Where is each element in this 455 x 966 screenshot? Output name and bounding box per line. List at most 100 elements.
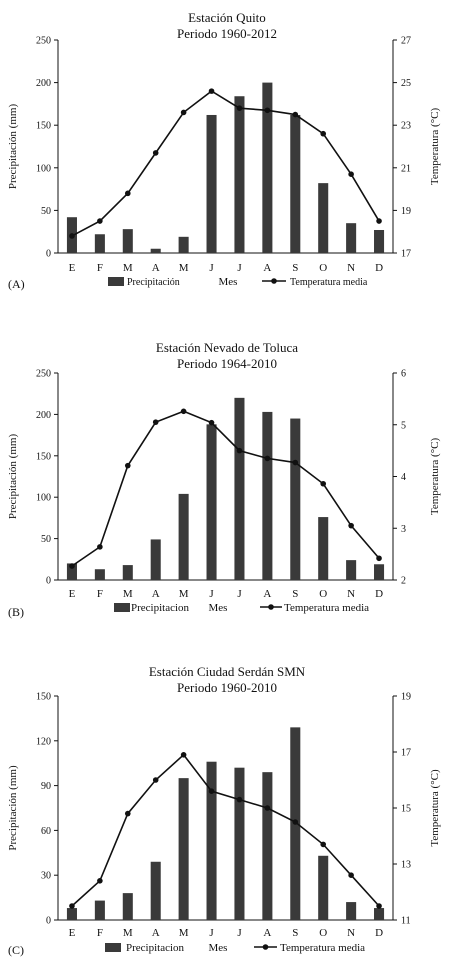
temperature-point — [69, 563, 75, 569]
temperature-point — [292, 819, 299, 825]
precip-bar — [178, 493, 189, 580]
x-axis-label: Mes — [209, 942, 228, 954]
month-label: M — [123, 262, 133, 274]
chart-panel-c: Estación Ciudad Serdán SMN Periodo 1960-… — [0, 630, 455, 966]
month-label: M — [179, 588, 189, 600]
temperature-point — [97, 878, 103, 884]
precip-bar — [94, 569, 105, 580]
legend-line-marker — [271, 278, 277, 284]
y-axis-label-right: Temperatura (°C) — [429, 438, 441, 516]
month-label: A — [152, 588, 160, 600]
temperature-line — [71, 410, 380, 567]
left-tick-label: 250 — [36, 369, 51, 380]
precip-bar — [374, 908, 385, 920]
month-label: F — [97, 262, 103, 274]
temperature-point — [180, 408, 187, 415]
left-tick-label: 0 — [46, 576, 51, 587]
plot-area: 0 50 100 150 200 250 2 3 4 5 6 E F M A M J J A S O N D Precipit… — [7, 369, 441, 620]
right-tick-label: 21 — [401, 163, 411, 174]
temperature-point — [264, 455, 271, 462]
left-tick-label: 150 — [36, 451, 51, 462]
temperature-point — [348, 171, 354, 177]
temperature-point — [152, 419, 159, 425]
precip-bar — [178, 236, 189, 253]
left-tick-label: 90 — [41, 781, 51, 792]
left-tick-label: 0 — [46, 249, 51, 260]
temperature-point — [208, 88, 215, 94]
precip-bar — [234, 767, 245, 920]
precip-bar — [206, 424, 217, 580]
chart-a-svg: Estación Quito Periodo 1960-2012 0 50 100 1… — [7, 10, 441, 292]
precip-bar — [346, 223, 357, 253]
month-label: O — [319, 588, 327, 600]
temperature-point — [236, 796, 243, 803]
temperature-point — [292, 111, 299, 118]
precip-bar — [206, 761, 217, 920]
left-tick-label: 100 — [36, 493, 51, 504]
precip-bar — [66, 908, 77, 920]
left-tick-label: 150 — [36, 692, 51, 703]
month-label: F — [97, 927, 103, 939]
month-label: S — [292, 588, 298, 600]
temperature-point — [180, 109, 187, 116]
precip-bar — [318, 855, 329, 920]
precip-bar — [122, 565, 133, 580]
temperature-point — [124, 462, 131, 469]
month-label: J — [209, 927, 214, 939]
precip-bar — [290, 114, 301, 253]
legend-line-label: Temperatura media — [290, 277, 368, 288]
temperature-line — [71, 753, 380, 907]
temperature-point — [152, 150, 159, 156]
month-label: A — [152, 262, 160, 274]
precip-bar — [262, 772, 273, 920]
right-tick-label: 23 — [401, 121, 411, 132]
legend-bar-label: Precipitación — [127, 277, 180, 288]
x-axis-label: Mes — [209, 602, 228, 614]
precip-bar — [290, 418, 301, 580]
left-tick-label: 0 — [46, 916, 51, 927]
temperature-point — [124, 810, 131, 817]
right-tick-label: 15 — [401, 804, 411, 815]
temperature-point — [292, 459, 299, 466]
temperature-point — [348, 872, 354, 878]
chart-c-svg: Estación Ciudad Serdán SMN Periodo 1960-… — [7, 664, 441, 957]
month-label: E — [69, 588, 76, 600]
precip-bar — [262, 82, 273, 253]
y-axis-label-left: Precipitación (mm) — [7, 765, 19, 851]
month-label: A — [152, 927, 160, 939]
precip-bar — [318, 183, 329, 253]
right-tick-label: 6 — [401, 369, 406, 380]
temperature-line — [71, 90, 380, 237]
month-label: S — [292, 262, 298, 274]
y-axis-label-right: Temperatura (°C) — [429, 108, 441, 186]
precip-bar — [262, 411, 273, 580]
left-tick-label: 100 — [36, 163, 51, 174]
legend-line-marker — [262, 944, 269, 950]
month-label: D — [375, 262, 383, 274]
temperature-point — [320, 130, 327, 137]
temperature-point — [69, 903, 75, 909]
month-label: E — [69, 262, 76, 274]
panel-label: (B) — [8, 605, 24, 619]
plot-area: 0 50 100 150 200 250 17 19 21 23 25 27 E F M A M J J A S O N D P… — [7, 36, 441, 292]
month-label: A — [263, 927, 271, 939]
precip-bar — [178, 778, 189, 920]
legend-bar-swatch — [105, 943, 121, 952]
precip-bar — [318, 517, 329, 580]
chart-title-line1: Estación Quito — [188, 10, 266, 25]
month-label: N — [347, 262, 355, 274]
precip-bar — [94, 234, 105, 253]
left-tick-label: 50 — [41, 206, 51, 217]
month-label: J — [237, 262, 242, 274]
precip-bar — [150, 539, 161, 580]
temperature-point — [236, 105, 243, 111]
right-tick-label: 13 — [401, 860, 411, 871]
right-tick-label: 5 — [401, 420, 406, 431]
right-tick-label: 25 — [401, 78, 411, 89]
month-label: D — [375, 927, 383, 939]
chart-title-line1: Estación Nevado de Toluca — [156, 340, 298, 355]
month-label: D — [375, 588, 383, 600]
temperature-point — [320, 841, 327, 848]
chart-b-svg: Estación Nevado de Toluca Periodo 1964-2… — [7, 340, 441, 620]
temperature-point — [208, 788, 215, 794]
